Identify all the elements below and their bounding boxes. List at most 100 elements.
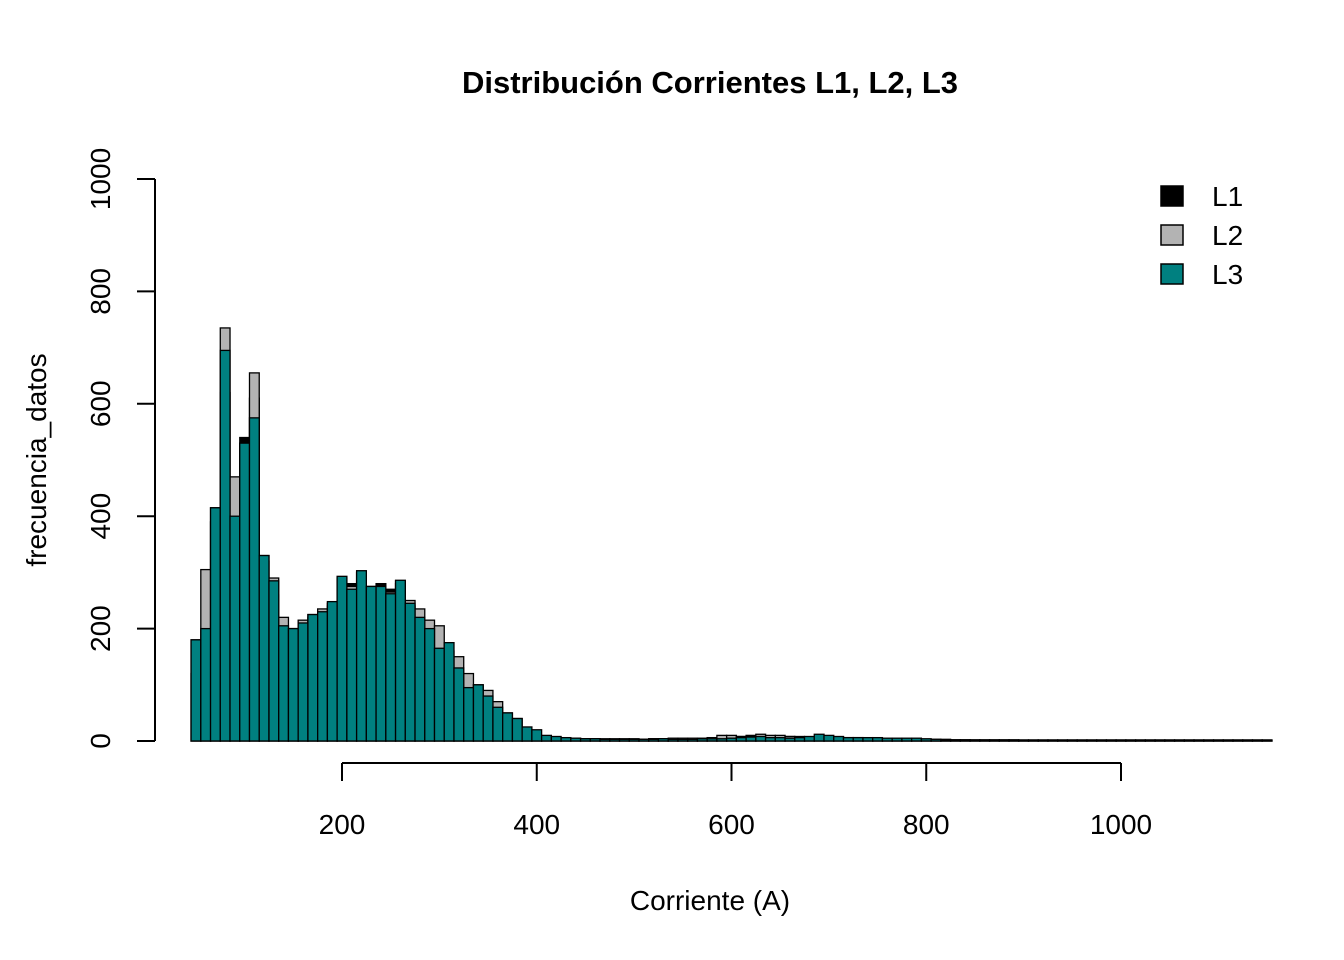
bar-l3-90 [1066,739,1078,742]
bar-l3-73 [901,737,913,742]
bar-l3-93 [1096,739,1108,742]
bar-l3-110 [1261,739,1273,742]
x-tick-label-400: 400 [513,809,560,840]
legend-swatch-l3 [1160,263,1184,285]
bar-l3-66 [833,735,845,742]
bar-l3-58 [755,735,767,742]
bar-l3-31 [492,706,504,742]
bar-l3-51 [687,738,699,742]
bar-l3-34 [521,726,533,742]
bar-l3-33 [511,717,523,742]
bar-l3-23 [414,616,426,742]
bar-l3-76 [930,738,942,742]
bar-l3-39 [570,737,582,742]
bar-l3-19 [375,585,387,742]
y-tick-label-400: 400 [85,493,116,540]
bar-l3-25 [433,647,445,742]
bar-l3-17 [355,570,367,742]
y-tick-label-600: 600 [85,380,116,427]
bar-l3-20 [385,593,397,742]
bar-l3-60 [774,736,786,742]
bar-l3-56 [735,736,747,742]
bar-l3-98 [1144,739,1156,742]
bar-l3-83 [998,739,1010,742]
bar-l3-18 [365,585,377,742]
bar-l3-11 [297,622,309,742]
bar-l3-15 [336,575,348,742]
bar-l3-102 [1183,739,1195,742]
bar-l3-0 [190,639,202,742]
bar-l3-7 [258,554,270,742]
y-tick-label-800: 800 [85,268,116,315]
bar-l3-38 [560,736,572,742]
bar-l3-89 [1057,739,1069,742]
bar-l3-64 [813,733,825,742]
bar-l3-42 [599,738,611,742]
bar-l3-36 [540,734,553,742]
bar-l3-26 [443,642,455,742]
bar-l3-14 [326,600,338,742]
bar-l3-35 [531,729,543,742]
bar-l3-85 [1018,739,1030,742]
bar-l3-104 [1203,739,1215,742]
bar-l3-37 [550,735,562,742]
bar-l3-22 [404,602,416,742]
bars-layer [190,327,1273,742]
bar-l3-100 [1164,739,1176,742]
bar-l3-55 [725,737,738,742]
bar-l3-82 [988,739,1000,742]
legend-label-l2: L2 [1212,220,1243,251]
y-tick-label-0: 0 [85,733,116,749]
bar-l3-101 [1173,739,1185,742]
bar-l3-65 [823,734,835,742]
bar-l3-106 [1222,739,1234,742]
bar-l3-72 [891,737,903,742]
bar-l3-21 [394,579,406,742]
bar-l3-30 [482,695,494,742]
bar-l3-9 [278,625,290,742]
legend: L1 L2 L3 [1160,181,1243,290]
y-tick-label-200: 200 [85,605,116,652]
bar-l3-91 [1076,739,1088,742]
bar-l3-96 [1125,739,1137,742]
bar-l3-49 [667,738,679,742]
bar-l3-77 [940,739,952,742]
bar-l3-46 [638,738,650,742]
bar-l3-47 [648,738,660,742]
bar-l3-40 [579,738,591,742]
y-tick-label-1000: 1000 [85,148,116,210]
bar-l3-4 [229,515,241,742]
legend-swatch-l2 [1160,224,1184,246]
bar-l3-27 [453,667,465,742]
bar-l3-67 [842,736,854,742]
x-axis: 200 400 600 800 1000 [319,762,1152,840]
bar-l3-29 [472,684,484,742]
x-tick-label-600: 600 [708,809,755,840]
bar-l3-95 [1115,739,1127,742]
legend-swatch-l1 [1160,185,1184,207]
bar-l3-32 [502,712,514,742]
legend-label-l3: L3 [1212,259,1243,290]
bar-l3-75 [920,738,932,742]
bar-l3-1 [200,627,212,742]
bar-l3-80 [969,739,981,742]
bar-l3-81 [979,739,991,742]
bar-l3-3 [219,349,231,742]
bar-l3-52 [696,738,708,742]
bar-l3-61 [784,737,796,742]
bar-l3-12 [307,613,319,742]
bar-l3-88 [1047,739,1059,742]
bar-l3-5 [239,442,251,742]
bar-l3-6 [248,417,260,742]
bar-l3-41 [589,738,601,742]
bar-l3-69 [862,736,874,742]
x-tick-label-200: 200 [319,809,366,840]
bar-l3-99 [1154,739,1166,742]
bar-l3-97 [1134,739,1146,742]
bar-l3-53 [706,738,718,742]
bar-l3-59 [764,736,776,742]
bar-l3-108 [1242,739,1254,742]
bar-l3-71 [881,737,893,742]
y-axis-label: frecuencia_datos [21,353,52,566]
